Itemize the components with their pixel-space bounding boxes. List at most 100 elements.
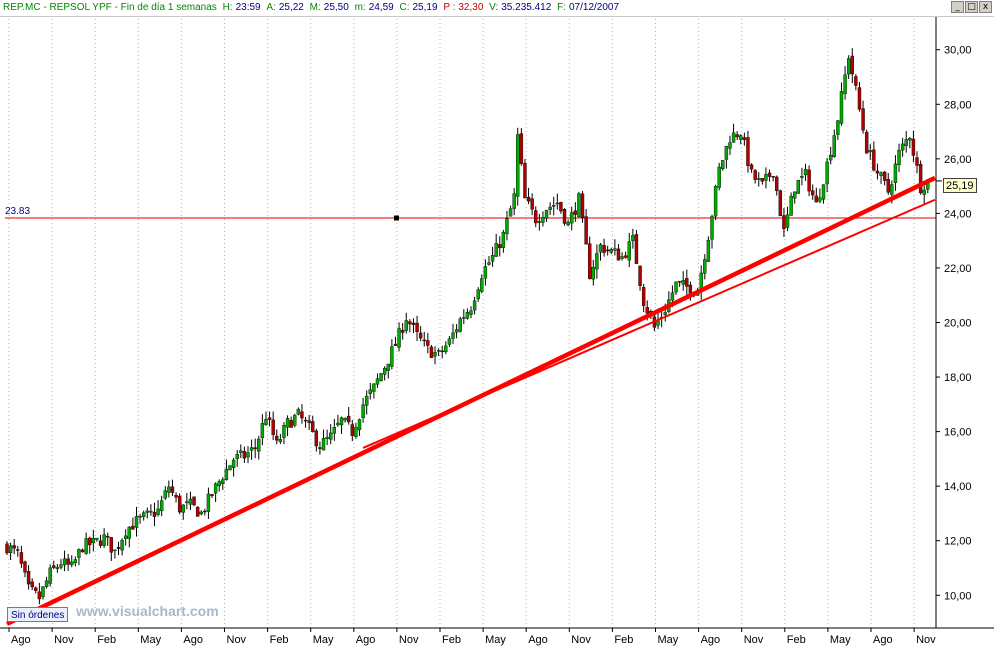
candle [480,274,484,294]
candle [318,441,322,455]
candle [91,529,96,552]
candle-body [116,547,121,549]
candle-body [832,135,836,157]
candle [357,418,362,436]
candle [55,563,60,573]
candle-body [846,58,851,75]
line-handle[interactable] [394,215,399,221]
candle-body [444,345,448,353]
x-tick-label: Feb [270,634,289,646]
horizontal-line[interactable] [5,215,936,221]
candle [149,504,153,516]
candle [52,560,56,570]
candle-body [177,495,182,513]
candle [638,265,642,291]
candle [900,137,905,157]
candle [505,210,509,241]
open-label: A: [266,2,276,13]
candle-body [516,134,520,197]
candle [681,271,685,291]
candle [239,444,243,459]
candle-body [634,234,639,264]
secondary-trendline[interactable] [362,198,936,449]
candle [429,345,434,359]
candle-body [62,558,67,566]
candle [710,214,714,249]
candle-body [300,411,304,419]
candle [516,127,520,206]
x-tick-label: Nov [744,634,764,646]
x-tick-label: Nov [399,634,419,646]
candle-body [390,346,394,367]
candle-body [361,404,365,419]
candle-body [821,184,826,200]
candle-body [120,540,124,551]
candle [167,480,171,498]
candle-body [807,169,811,192]
candle [591,259,595,286]
candle-body [314,430,319,447]
y-tick-label: 12,00 [944,536,972,548]
candle [609,247,613,255]
candle [400,323,405,340]
candle [757,172,761,187]
candle-body [30,581,34,588]
candle [217,479,221,492]
candle [113,549,117,559]
x-tick-label: Ago [528,634,548,646]
candle-body [674,281,678,293]
candle-body [739,135,743,140]
candle-body [174,494,178,498]
candle-body [641,287,646,307]
candle [836,120,840,141]
candle [922,185,926,204]
maximize-button[interactable]: □ [965,1,978,13]
candle [275,429,279,445]
candle-body [918,164,923,194]
candle-body [149,510,153,513]
candle [253,438,257,459]
x-tick-label: Nov [571,634,591,646]
candle [84,532,88,555]
candle-body [113,549,117,551]
candle [911,130,916,163]
candle [418,326,423,342]
high-value: 25,50 [323,2,349,13]
candle [264,411,268,426]
hline-value-label: 23.83 [5,206,31,217]
candle [825,158,829,193]
candle-body [559,202,563,212]
candle-body [192,496,196,506]
candle [393,336,398,346]
candle [875,163,880,180]
close-button[interactable]: x [979,1,992,13]
candle-body [616,248,621,261]
candle-body [224,468,229,481]
candle-body [408,321,412,325]
candle-body [886,178,890,193]
candle-body [757,178,761,180]
candle-body [717,166,721,188]
candle [811,184,815,200]
candle-body [879,172,883,176]
candle-body [897,149,901,166]
candle [753,169,757,184]
candle [260,414,265,446]
candle-body [915,157,919,166]
trendlines[interactable] [6,175,936,626]
candle-body [375,378,380,385]
candle [508,205,513,217]
candle-body [167,486,171,493]
candle [62,550,67,572]
candle-body [141,512,146,517]
candle-body [339,417,344,426]
candle [411,318,416,334]
low-label: m: [354,2,366,13]
minimize-button[interactable]: _ [951,1,964,13]
candle-body [677,281,682,283]
x-tick-label: Nov [916,634,936,646]
orders-button[interactable]: Sin órdenes [7,607,69,622]
candle [221,477,225,490]
